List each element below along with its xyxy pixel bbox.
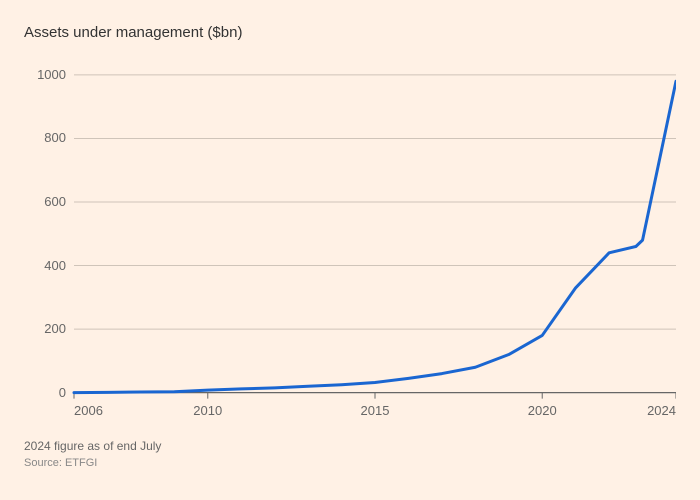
chart-subtitle: Assets under management ($bn) xyxy=(24,24,676,41)
y-tick-label: 200 xyxy=(24,321,66,336)
x-tick-label: 2024 xyxy=(636,403,676,418)
y-tick-label: 1000 xyxy=(24,67,66,82)
chart-svg xyxy=(24,49,676,429)
x-tick-label: 2020 xyxy=(522,403,562,418)
x-tick-label: 2010 xyxy=(188,403,228,418)
y-tick-label: 400 xyxy=(24,258,66,273)
chart-footnote: 2024 figure as of end July xyxy=(24,437,676,455)
y-tick-label: 0 xyxy=(24,385,66,400)
chart-container: Assets under management ($bn) 0 200 400 600… xyxy=(0,0,700,500)
x-tick-label: 2015 xyxy=(355,403,395,418)
x-tick-label: 2006 xyxy=(74,403,114,418)
y-tick-label: 600 xyxy=(24,194,66,209)
chart-source: Source: ETFGI xyxy=(24,457,676,469)
y-tick-label: 800 xyxy=(24,130,66,145)
chart-plot-area: 0 200 400 600 800 1000 2006 2010 2015 2020 2024 xyxy=(24,49,676,429)
series-line-aum xyxy=(74,81,676,392)
